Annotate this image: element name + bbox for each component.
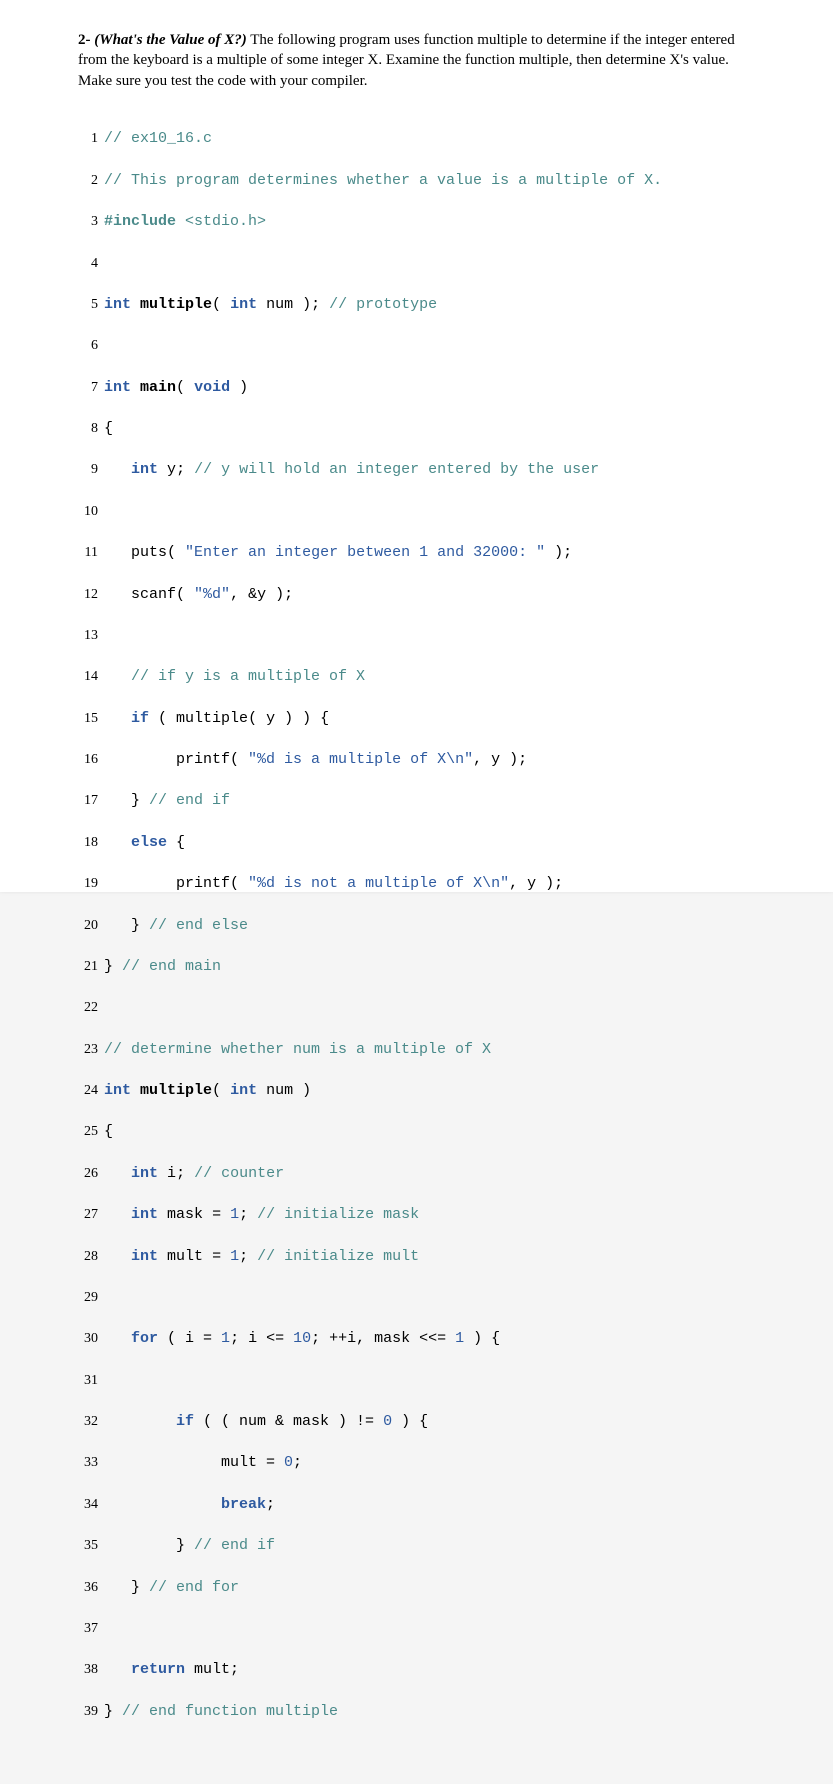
code-line: 35 } // end if <box>78 1536 755 1557</box>
code-line: 25{ <box>78 1122 755 1143</box>
code-line: 15 if ( multiple( y ) ) { <box>78 709 755 730</box>
code-line: 6 <box>78 336 755 357</box>
code-line: 28 int mult = 1; // initialize mult <box>78 1247 755 1268</box>
code-line: 3#include <stdio.h> <box>78 212 755 233</box>
code-line: 2// This program determines whether a va… <box>78 171 755 192</box>
code-line: 23// determine whether num is a multiple… <box>78 1040 755 1061</box>
code-line: 21} // end main <box>78 957 755 978</box>
code-line: 10 <box>78 502 755 523</box>
code-line: 5int multiple( int num ); // prototype <box>78 295 755 316</box>
code-line: 4 <box>78 254 755 275</box>
code-line: 27 int mask = 1; // initialize mask <box>78 1205 755 1226</box>
code-line: 36 } // end for <box>78 1578 755 1599</box>
code-line: 13 <box>78 626 755 647</box>
code-line: 32 if ( ( num & mask ) != 0 ) { <box>78 1412 755 1433</box>
code-line: 34 break; <box>78 1495 755 1516</box>
code-line: 17 } // end if <box>78 791 755 812</box>
code-line: 12 scanf( "%d", &y ); <box>78 585 755 606</box>
code-line: 38 return mult; <box>78 1660 755 1681</box>
code-line: 39} // end function multiple <box>78 1702 755 1723</box>
code-line: 14 // if y is a multiple of X <box>78 667 755 688</box>
code-line: 8{ <box>78 419 755 440</box>
code-line: 20 } // end else <box>78 916 755 937</box>
code-line: 37 <box>78 1619 755 1640</box>
problem-title: (What's the Value of X?) <box>94 32 247 48</box>
code-line: 24int multiple( int num ) <box>78 1081 755 1102</box>
code-line: 33 mult = 0; <box>78 1453 755 1474</box>
code-line: 1// ex10_16.c <box>78 129 755 150</box>
problem-statement: 2- (What's the Value of X?) The followin… <box>78 30 755 91</box>
code-line: 26 int i; // counter <box>78 1164 755 1185</box>
code-line: 31 <box>78 1371 755 1392</box>
code-line: 11 puts( "Enter an integer between 1 and… <box>78 543 755 564</box>
problem-number: 2- <box>78 32 91 48</box>
code-listing: 1// ex10_16.c 2// This program determine… <box>78 109 755 1764</box>
code-line: 22 <box>78 998 755 1019</box>
code-line: 29 <box>78 1288 755 1309</box>
code-line: 9 int y; // y will hold an integer enter… <box>78 460 755 481</box>
code-line: 18 else { <box>78 833 755 854</box>
code-line: 7int main( void ) <box>78 378 755 399</box>
code-line: 30 for ( i = 1; i <= 10; ++i, mask <<= 1… <box>78 1329 755 1350</box>
code-line: 16 printf( "%d is a multiple of X\n", y … <box>78 750 755 771</box>
page: 2- (What's the Value of X?) The followin… <box>0 0 833 892</box>
